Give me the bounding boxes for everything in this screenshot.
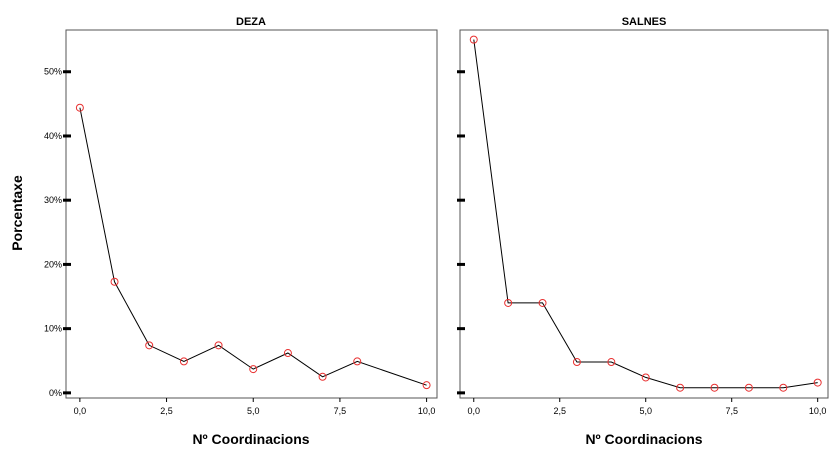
panel-frame-salnes (459, 29, 829, 399)
x-tick-label: 0,0 (74, 406, 87, 416)
data-point (145, 341, 154, 350)
data-point (75, 103, 84, 112)
data-point (179, 357, 188, 366)
x-tick-label: 2,5 (160, 406, 173, 416)
series-deza (75, 103, 431, 390)
panel-frame-deza (65, 29, 438, 399)
x-tick-label: 10,0 (809, 406, 827, 416)
panel-title-salnes: SALNES (622, 16, 667, 28)
y-tick-label: 0% (49, 388, 62, 398)
data-point (504, 298, 513, 307)
data-point (283, 349, 292, 358)
data-point (744, 383, 753, 392)
x-axis-label-salnes: Nº Coordinacions (585, 431, 702, 447)
data-point (214, 341, 223, 350)
data-point (318, 372, 327, 381)
data-point (676, 383, 685, 392)
series-salnes (469, 35, 822, 392)
y-axis-label: Porcentaxe (9, 175, 25, 251)
data-point (110, 277, 119, 286)
x-tick-label: 2,5 (553, 406, 566, 416)
panel-deza: DEZA Nº Coordinacions 0%10%20%30%40%50%0… (44, 16, 438, 447)
x-tick-label: 5,0 (639, 406, 652, 416)
data-point (469, 35, 478, 44)
data-point (641, 373, 650, 382)
y-tick-label: 20% (44, 259, 62, 269)
ticks-salnes: 0,0 2,5 5,0 7,5 10,0 (457, 70, 827, 416)
series-line (79, 107, 427, 386)
ticks-deza: 0% 10% 20% 30% 40% 50% 0,0 2,5 5,0 7,5 10,0 (44, 67, 435, 416)
data-point (353, 357, 362, 366)
data-point (710, 383, 719, 392)
panel-salnes: SALNES Nº Coordinacions 0,0 2,5 5,0 7,5 10,0 (457, 16, 829, 447)
data-point (249, 365, 258, 374)
data-point (779, 383, 788, 392)
y-tick-label: 30% (44, 195, 62, 205)
x-tick-label: 10,0 (418, 406, 436, 416)
data-point (422, 381, 431, 390)
y-tick-label: 40% (44, 131, 62, 141)
panel-title-deza: DEZA (236, 16, 266, 28)
x-axis-label-deza: Nº Coordinacions (192, 431, 309, 447)
x-tick-label: 5,0 (247, 406, 260, 416)
y-tick-label: 50% (44, 67, 62, 77)
series-line (473, 39, 818, 389)
data-point (538, 298, 547, 307)
x-tick-label: 0,0 (467, 406, 480, 416)
x-tick-label: 7,5 (334, 406, 347, 416)
data-point (572, 358, 581, 367)
y-tick-label: 10% (44, 324, 62, 334)
data-point (813, 378, 822, 387)
data-point (607, 358, 616, 367)
x-tick-label: 7,5 (725, 406, 738, 416)
